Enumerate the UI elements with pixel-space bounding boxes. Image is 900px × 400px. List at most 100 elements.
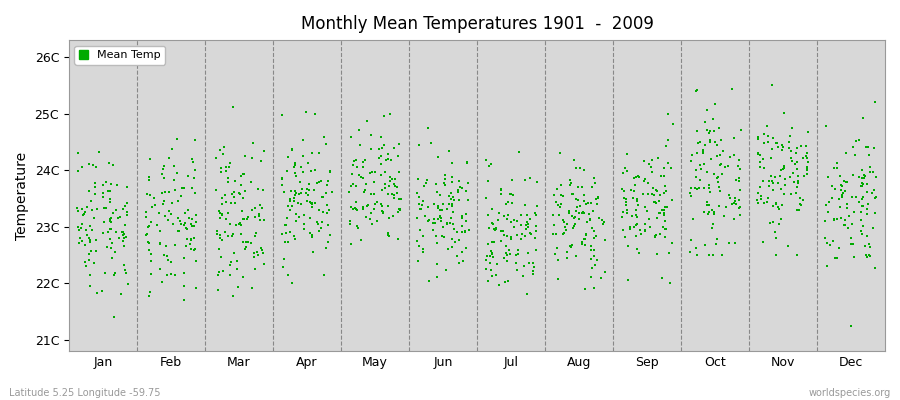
Point: [648, 199, 662, 205]
Point: [518, 226, 533, 232]
Point: [818, 218, 832, 224]
Point: [374, 203, 389, 210]
Point: [790, 180, 805, 186]
Point: [76, 212, 90, 218]
Point: [211, 287, 225, 293]
Point: [387, 181, 401, 187]
Point: [856, 223, 870, 230]
Point: [387, 144, 401, 151]
Point: [170, 198, 184, 205]
Point: [428, 232, 443, 239]
Point: [152, 210, 166, 217]
Point: [852, 174, 867, 181]
Point: [705, 225, 719, 232]
Point: [707, 128, 722, 134]
Point: [454, 184, 468, 191]
Point: [431, 153, 446, 160]
Point: [283, 198, 297, 205]
Point: [442, 201, 456, 208]
Point: [432, 207, 446, 213]
Point: [155, 279, 169, 285]
Point: [862, 253, 877, 259]
Point: [555, 193, 570, 200]
Point: [420, 217, 435, 224]
Point: [350, 224, 365, 231]
Point: [227, 189, 241, 195]
Point: [230, 284, 245, 290]
Point: [230, 258, 245, 264]
Point: [297, 226, 311, 232]
Point: [368, 168, 382, 175]
Point: [248, 230, 263, 237]
Point: [827, 216, 842, 222]
Point: [139, 214, 153, 220]
Point: [416, 198, 430, 204]
Point: [427, 215, 441, 222]
Point: [760, 123, 775, 129]
Point: [555, 231, 570, 237]
Point: [367, 206, 382, 212]
Point: [800, 163, 814, 170]
Point: [226, 104, 240, 111]
Point: [577, 235, 591, 242]
Point: [789, 150, 804, 156]
Point: [348, 157, 363, 164]
Point: [483, 253, 498, 260]
Point: [690, 140, 705, 146]
Point: [719, 204, 733, 210]
Point: [507, 224, 521, 230]
Point: [655, 224, 670, 231]
Point: [350, 223, 365, 230]
Point: [356, 206, 371, 212]
Point: [489, 226, 503, 232]
Point: [160, 272, 175, 279]
Point: [661, 160, 675, 166]
Point: [690, 252, 705, 258]
Point: [411, 242, 426, 249]
Point: [685, 152, 699, 158]
Point: [412, 142, 427, 148]
Point: [364, 132, 379, 138]
Point: [587, 247, 601, 253]
Point: [433, 213, 447, 219]
Point: [626, 195, 640, 201]
Point: [234, 231, 248, 237]
Point: [427, 220, 441, 226]
Point: [452, 196, 466, 203]
Point: [562, 210, 576, 216]
Point: [152, 240, 166, 246]
Point: [382, 191, 396, 197]
Point: [441, 246, 455, 252]
Point: [284, 146, 299, 152]
Point: [548, 251, 562, 257]
Point: [657, 165, 671, 172]
Point: [345, 204, 359, 210]
Point: [648, 232, 662, 239]
Point: [701, 211, 716, 218]
Point: [292, 179, 307, 185]
Point: [799, 166, 814, 172]
Point: [104, 218, 118, 224]
Point: [378, 184, 392, 191]
Point: [485, 251, 500, 258]
Point: [391, 236, 405, 242]
Point: [189, 219, 203, 225]
Point: [689, 87, 704, 94]
Point: [713, 162, 727, 168]
Point: [794, 142, 808, 149]
Point: [657, 190, 671, 196]
Point: [287, 164, 302, 170]
Point: [72, 226, 86, 233]
Point: [382, 150, 396, 157]
Point: [256, 249, 270, 256]
Point: [858, 243, 872, 249]
Point: [794, 202, 808, 208]
Point: [281, 154, 295, 160]
Point: [161, 188, 176, 195]
Point: [311, 221, 326, 227]
Point: [225, 293, 239, 299]
Point: [422, 217, 436, 223]
Point: [299, 190, 313, 196]
Point: [616, 209, 631, 215]
Point: [214, 254, 229, 260]
